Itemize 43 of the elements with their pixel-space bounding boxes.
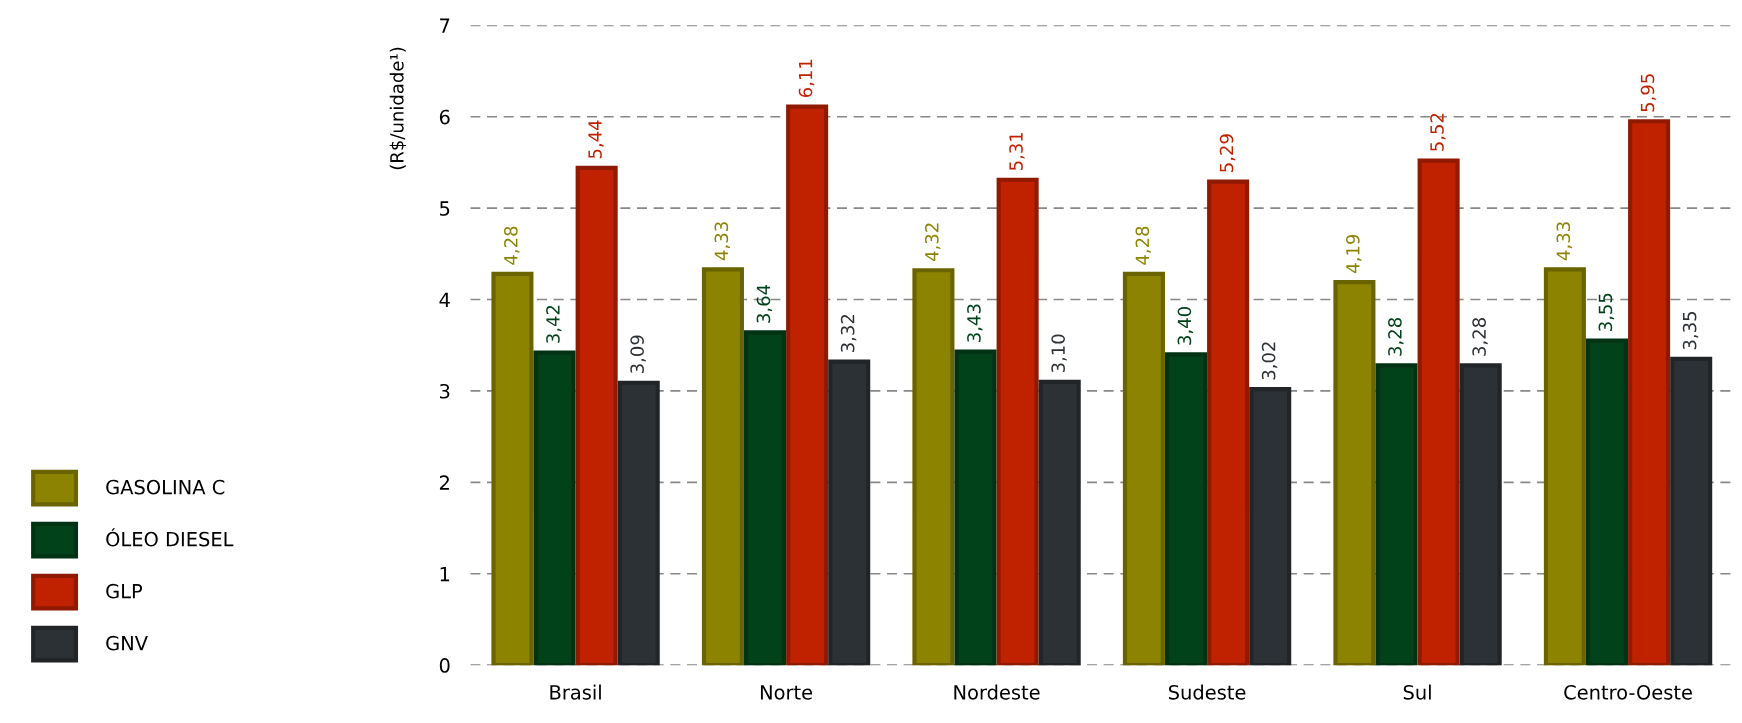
x-tick-label: Sul xyxy=(1403,684,1431,700)
data-label: 3,28 xyxy=(1472,318,1488,356)
y-tick-label: 2 xyxy=(439,475,449,490)
data-label: 5,31 xyxy=(1009,132,1025,171)
x-tick-label: Sudeste xyxy=(1169,684,1246,700)
data-label: 3,40 xyxy=(1177,307,1194,345)
data-label: 3,28 xyxy=(1388,318,1404,356)
x-tick-label: Norte xyxy=(760,685,813,700)
x-tick-label: Brasil xyxy=(550,684,601,700)
data-label: 3,09 xyxy=(630,335,646,373)
y-tick-label: 5 xyxy=(440,201,450,216)
data-label: 5,44 xyxy=(588,120,604,159)
legend-label: ÓLEO DIESEL xyxy=(106,528,234,547)
y-tick-label: 4 xyxy=(439,292,450,307)
data-label: 3,43 xyxy=(967,304,983,342)
legend-label: GNV xyxy=(106,635,148,651)
data-label: 5,52 xyxy=(1430,113,1446,151)
data-label: 3,10 xyxy=(1051,334,1067,373)
legend-label: GASOLINA C xyxy=(106,479,225,495)
y-tick-label: 6 xyxy=(439,109,450,125)
data-label: 3,42 xyxy=(546,305,562,343)
data-label: 6,11 xyxy=(798,59,815,98)
data-label: 4,28 xyxy=(504,226,520,265)
data-label: 4,33 xyxy=(714,222,731,261)
data-label: 3,55 xyxy=(1598,293,1615,331)
legend-label: GLP xyxy=(106,583,143,599)
y-tick-label: 7 xyxy=(440,18,450,33)
data-label: 4,28 xyxy=(1135,226,1151,265)
x-tick-label: Nordeste xyxy=(954,684,1040,700)
x-tick-label: Centro-Oeste xyxy=(1564,684,1692,700)
data-label: 3,64 xyxy=(756,284,773,323)
data-label: 3,32 xyxy=(840,314,857,352)
y-axis-title: (R$/unidade¹) xyxy=(389,47,407,170)
data-label: 4,32 xyxy=(925,223,941,262)
y-tick-label: 1 xyxy=(440,566,450,582)
data-label: 3,35 xyxy=(1682,311,1699,350)
y-tick-label: 3 xyxy=(440,383,450,399)
data-label: 4,33 xyxy=(1556,222,1572,261)
data-label: 5,95 xyxy=(1640,74,1657,112)
data-label: 3,02 xyxy=(1261,342,1278,380)
data-label: 5,29 xyxy=(1219,134,1236,172)
y-tick-label: 0 xyxy=(439,658,450,673)
data-label: 4,19 xyxy=(1345,234,1362,273)
